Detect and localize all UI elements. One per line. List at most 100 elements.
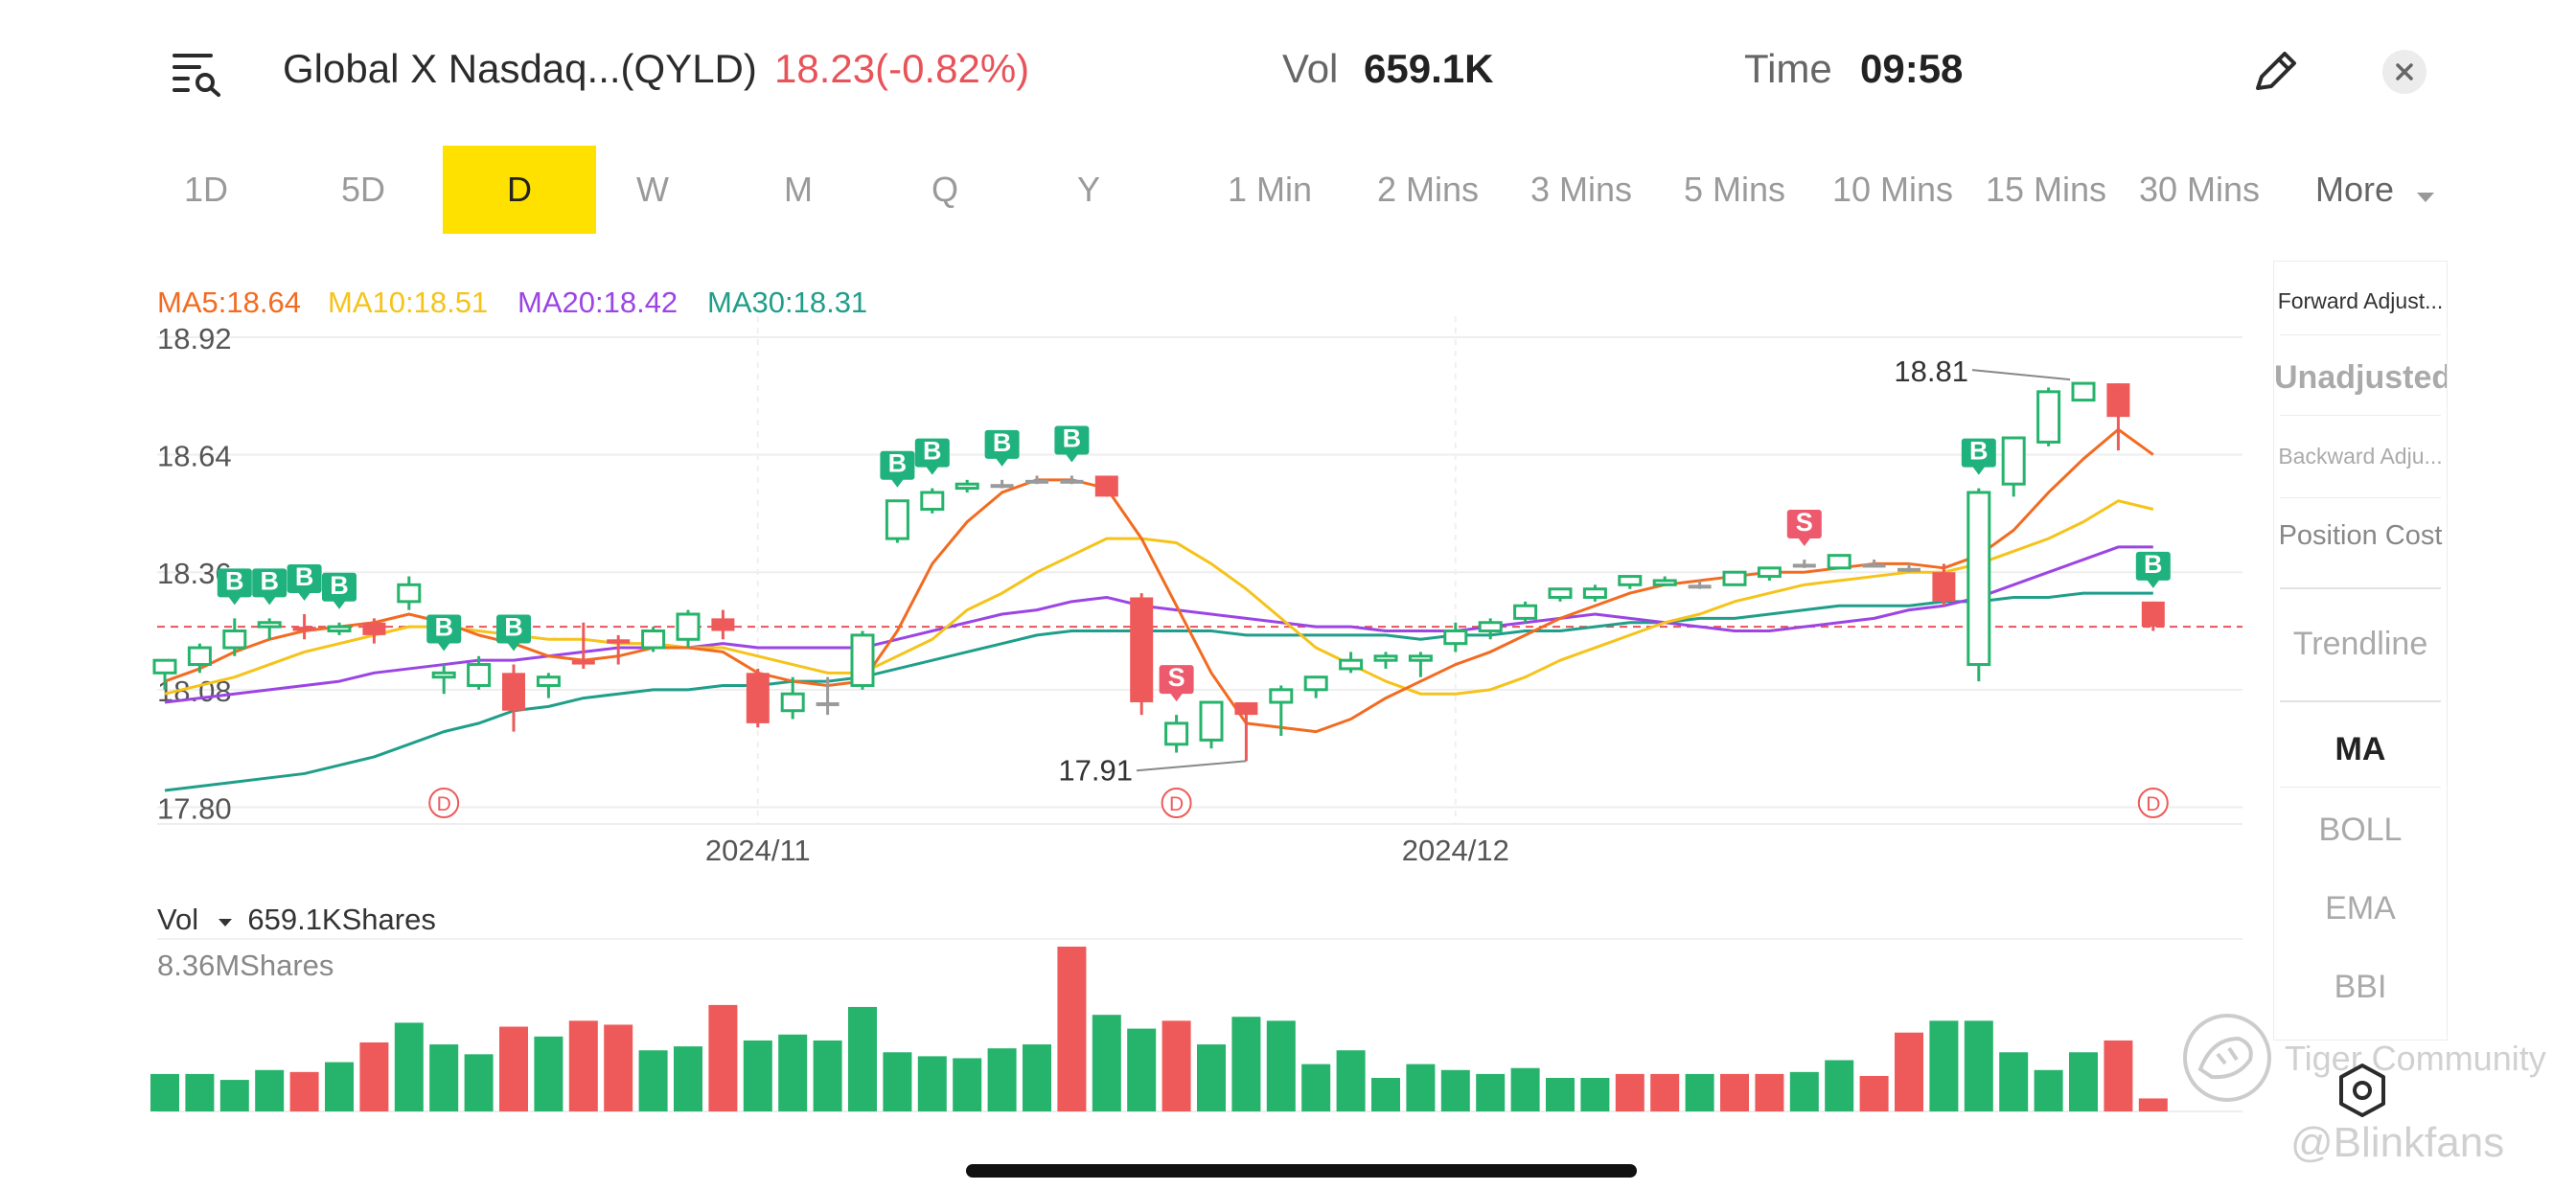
candle-body[interactable] xyxy=(1269,688,1294,704)
volume-indicator-header[interactable]: Vol 659.1KShares xyxy=(157,903,436,937)
candle-body[interactable] xyxy=(1164,721,1189,746)
volume-bar[interactable] xyxy=(359,1041,389,1111)
candle-body[interactable] xyxy=(397,583,422,604)
buy-signal-marker[interactable] xyxy=(1961,438,1996,475)
candle-body[interactable] xyxy=(746,673,770,723)
volume-bar[interactable] xyxy=(1057,947,1087,1111)
volume-bar[interactable] xyxy=(325,1062,354,1111)
candle-body[interactable] xyxy=(292,627,316,631)
dividend-marker[interactable] xyxy=(1161,788,1192,818)
volume-bar[interactable] xyxy=(1929,1020,1959,1111)
volume-bar[interactable] xyxy=(848,1006,877,1111)
volume-bar[interactable] xyxy=(499,1026,528,1111)
candle-body[interactable] xyxy=(1932,572,1956,602)
tab-d[interactable]: D xyxy=(443,146,596,234)
sell-signal-marker[interactable] xyxy=(1786,510,1822,547)
dividend-marker[interactable] xyxy=(2137,788,2169,818)
volume-bar[interactable] xyxy=(1650,1073,1680,1111)
candle-body[interactable] xyxy=(607,639,631,644)
candle-body[interactable] xyxy=(1060,479,1084,484)
candlestick-chart[interactable]: MA5:18.64 MA10:18.51 MA20:18.42 MA30:18.31 1… xyxy=(0,0,2262,1131)
buy-signal-marker[interactable] xyxy=(426,614,462,652)
candle-body[interactable] xyxy=(990,484,1014,489)
volume-bar[interactable] xyxy=(1580,1078,1610,1111)
volume-bar[interactable] xyxy=(534,1036,564,1111)
candle-body[interactable] xyxy=(1408,654,1433,662)
candle-body[interactable] xyxy=(711,618,735,631)
candle-body[interactable] xyxy=(1757,566,1782,579)
volume-bar[interactable] xyxy=(150,1073,179,1111)
tab-10-mins[interactable]: 10 Mins xyxy=(1831,170,1954,209)
volume-bar[interactable] xyxy=(1615,1073,1644,1111)
volume-bar[interactable] xyxy=(1023,1044,1051,1111)
volume-bar[interactable] xyxy=(813,1040,842,1111)
candle-body[interactable] xyxy=(1862,563,1886,568)
volume-bar[interactable] xyxy=(429,1044,459,1111)
candle-body[interactable] xyxy=(222,629,247,650)
ma-indicator-option[interactable]: MA xyxy=(2334,731,2386,767)
candle-body[interactable] xyxy=(1094,475,1118,497)
buy-signal-marker[interactable] xyxy=(880,450,915,488)
candle-body[interactable] xyxy=(1618,575,1643,586)
tab-1-min[interactable]: 1 Min xyxy=(1227,170,1313,209)
candle-body[interactable] xyxy=(467,663,492,687)
volume-bar[interactable] xyxy=(604,1024,633,1111)
volume-bar[interactable] xyxy=(1755,1073,1784,1111)
candle-body[interactable] xyxy=(327,625,352,633)
tab-5d[interactable]: 5D xyxy=(340,170,386,209)
candle-body[interactable] xyxy=(2001,436,2026,486)
tab-2-mins[interactable]: 2 Mins xyxy=(1376,170,1480,209)
candle-body[interactable] xyxy=(1234,701,1258,716)
tab-m[interactable]: M xyxy=(784,170,813,209)
volume-bar[interactable] xyxy=(1197,1044,1226,1111)
candle-body[interactable] xyxy=(1478,621,1503,633)
stock-name[interactable]: Global X Nasdaq...(QYLD) xyxy=(283,46,757,91)
volume-bar[interactable] xyxy=(1476,1073,1506,1111)
volume-bar[interactable] xyxy=(2069,1052,2098,1111)
candle-body[interactable] xyxy=(1303,675,1328,692)
volume-bar[interactable] xyxy=(289,1071,319,1111)
volume-bar[interactable] xyxy=(1127,1028,1157,1111)
volume-bar[interactable] xyxy=(2104,1040,2133,1111)
sell-signal-marker[interactable] xyxy=(1159,665,1194,702)
volume-bar[interactable] xyxy=(1406,1064,1436,1111)
candle-body[interactable] xyxy=(502,673,525,711)
candle-body[interactable] xyxy=(1339,658,1364,671)
volume-bar[interactable] xyxy=(2138,1098,2168,1111)
candle-body[interactable] xyxy=(1582,587,1607,599)
volume-bar[interactable] xyxy=(1685,1073,1714,1111)
candle-body[interactable] xyxy=(1443,629,1468,646)
candle-body[interactable] xyxy=(362,622,386,635)
candle-body[interactable] xyxy=(1898,567,1920,572)
volume-bar[interactable] xyxy=(778,1034,808,1111)
candle-body[interactable] xyxy=(571,660,595,665)
trendline-option[interactable]: Trendline xyxy=(2292,626,2428,662)
candle-body[interactable] xyxy=(1548,587,1573,599)
buy-signal-marker[interactable] xyxy=(984,429,1020,467)
candle-body[interactable] xyxy=(816,701,840,706)
volume-bar[interactable] xyxy=(1964,1020,1993,1111)
volume-bar[interactable] xyxy=(1162,1020,1191,1111)
candle-body[interactable] xyxy=(954,482,979,491)
tab-w[interactable]: W xyxy=(636,170,669,209)
volume-bar[interactable] xyxy=(219,1080,249,1111)
candle-body[interactable] xyxy=(850,633,875,687)
tab-3-mins[interactable]: 3 Mins xyxy=(1530,170,1633,209)
candle-body[interactable] xyxy=(780,692,805,713)
candle-body[interactable] xyxy=(1688,584,1712,589)
volume-bar[interactable] xyxy=(255,1069,285,1111)
candle-body[interactable] xyxy=(1130,597,1154,702)
candle-body[interactable] xyxy=(431,671,456,679)
candle-body[interactable] xyxy=(536,675,561,687)
bbi-indicator-option[interactable]: BBI xyxy=(2334,969,2387,1005)
volume-bar[interactable] xyxy=(1301,1064,1331,1111)
volume-bar[interactable] xyxy=(1371,1078,1400,1111)
candle-body[interactable] xyxy=(1827,554,1852,570)
volume-bar[interactable] xyxy=(638,1050,668,1111)
menu-search-icon[interactable] xyxy=(171,50,222,98)
volume-bar[interactable] xyxy=(1510,1067,1540,1111)
candle-body[interactable] xyxy=(187,646,212,667)
buy-signal-marker[interactable] xyxy=(496,614,531,652)
candle-body[interactable] xyxy=(152,658,177,675)
forward-adjust-option[interactable]: Forward Adjust... xyxy=(2277,288,2444,313)
